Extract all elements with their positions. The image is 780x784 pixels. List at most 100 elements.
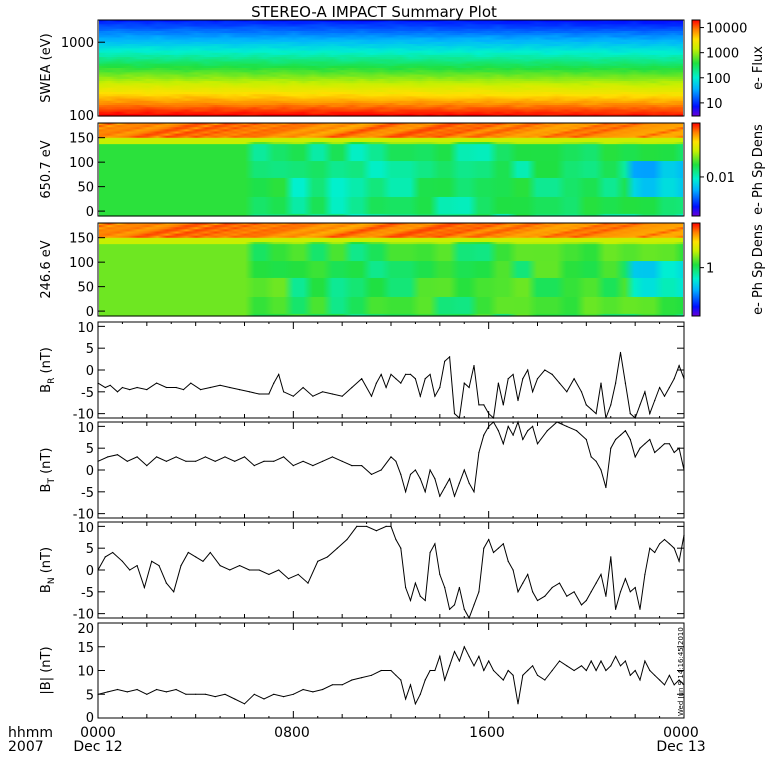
bt-y-axis-label-main: B [39,484,54,493]
date-label-end: Dec 13 [656,739,705,755]
swea-heatmap-row [99,109,683,113]
pad246-y-tick-label: 100 [69,256,94,271]
swea-heatmap-row [99,33,683,36]
swea-heatmap-row [99,50,683,54]
bt-y-axis-label-unit: (nT) [39,448,54,478]
swea-heatmap-row [99,76,683,80]
pad246-heatmap-row [99,275,683,279]
bt-axes [97,421,685,519]
bmag-y-axis-label: |B| (nT) [39,646,54,694]
swea-heatmap-row [99,61,683,65]
pad246-heatmap-row [99,254,683,258]
pad650-colorbar [691,122,701,217]
pad650-heatmap-row [99,213,683,217]
pad650-heatmap-row [99,148,683,152]
pad650-heatmap-row [99,123,683,126]
swea-heatmap-row [99,111,683,115]
swea-heatmap-row [99,89,683,93]
swea-heatmap-row [99,59,683,63]
swea-heatmap-row [99,100,683,104]
bmag-y-tick-label: 15 [77,641,94,656]
pad246-heatmap-row [99,246,683,249]
swea-heatmap-row [99,92,683,95]
swea-heatmap-row [99,63,683,67]
pad650-heatmap-row [99,137,683,141]
swea-heatmap-row [99,98,683,102]
pad246-heatmap-row [99,252,683,256]
bn-y-axis-label-sub: N [47,577,57,584]
pad650-colorbar-label: e- Ph Sp Dens [751,124,766,215]
bn-y-axis-label-unit: (nT) [39,547,54,577]
pad650-y-tick-label: 50 [77,181,94,196]
pad650-heatmap-row [99,201,683,204]
pad650-heatmap-row [99,180,683,183]
pad650-heatmap-row [99,156,683,160]
swea-heatmap-row [99,65,683,69]
swea-frame-top [97,19,685,117]
pad650-heatmap-row [99,135,683,139]
pad650-heatmap-row [99,142,683,145]
bn-series-line [97,525,685,620]
pad650-heatmap-row [99,127,683,130]
pad246-heatmap-row [99,256,683,260]
pad650-heatmap-row [99,196,683,200]
swea-y-axis-label: SWEA (eV) [39,33,54,102]
plot-title: STEREO-A IMPACT Summary Plot [251,3,497,21]
bn-y-tick-label: -5 [81,586,94,601]
swea-heatmap-row [99,87,683,91]
pad246-heatmap-row [99,292,683,296]
bt-frame [97,421,685,519]
pad246-heatmap-row [99,267,683,271]
swea-heatmap-row [99,37,683,41]
pad650-heatmap-row [99,158,683,162]
pad650-heatmap-row [99,190,683,194]
swea-heatmap-row [99,46,683,49]
pad246-heatmap-row [99,294,683,298]
pad246-heatmap-row [99,269,683,273]
bn-y-axis-label-main: B [39,584,54,593]
bn-y-tick-label: -10 [73,608,94,623]
pad650-heatmap-row [99,188,683,192]
br-axes [97,321,685,419]
br-y-axis-label: BR (nT) [39,347,57,393]
br-y-tick-label: 5 [86,342,94,357]
pad650-frame-top [97,122,685,217]
pad246-heatmap-row [99,284,683,288]
br-series-line [97,352,685,420]
bn-axes [97,521,685,619]
pad246-heatmap-row [99,227,683,230]
pad650-heatmap-row [99,144,683,147]
pad650-heatmap-row [99,165,683,168]
pad650-heatmap-row [99,161,683,164]
br-y-tick-label: -10 [73,408,94,423]
swea-heatmap-row [99,44,683,47]
pad246-heatmap-row [99,307,683,311]
bmag-series-line [97,645,685,706]
pad650-heatmap-row [99,152,683,156]
pad246-heatmap-row [99,244,683,247]
pad246-heatmap-row [99,265,683,268]
br-y-tick-label: 0 [86,364,94,379]
bmag-y-tick-label: 5 [86,688,94,703]
br-y-axis-label-main: B [39,384,54,393]
bt-y-tick-label: 0 [86,464,94,479]
swea-heatmap-row [99,81,683,84]
pad650-y-tick-label: 150 [69,132,94,147]
pad650-heatmap-row [99,207,683,211]
pad246-y-tick-label: 0 [86,305,94,320]
pad650-heatmap-row [99,169,683,173]
pad650-heatmap-row [99,154,683,158]
swea-heatmap-row [99,28,683,32]
pad246-heatmap-row [99,239,683,243]
swea-heatmap-row [99,96,683,100]
time-format-label: hhmm [8,725,53,741]
pad246-colorbar-label: e- Ph Sp Dens [751,224,766,315]
pad650-heatmap-row [99,173,683,177]
bmag-y-tick-label: 20 [77,622,94,637]
bn-y-tick-label: 0 [86,564,94,579]
pad246-heatmap-row [99,271,683,275]
pad246-heatmap-row [99,225,683,228]
bt-y-axis-label: BT (nT) [39,448,57,493]
timestamp-label: Wed Jun 9 14:16:45 2010 [677,627,685,716]
